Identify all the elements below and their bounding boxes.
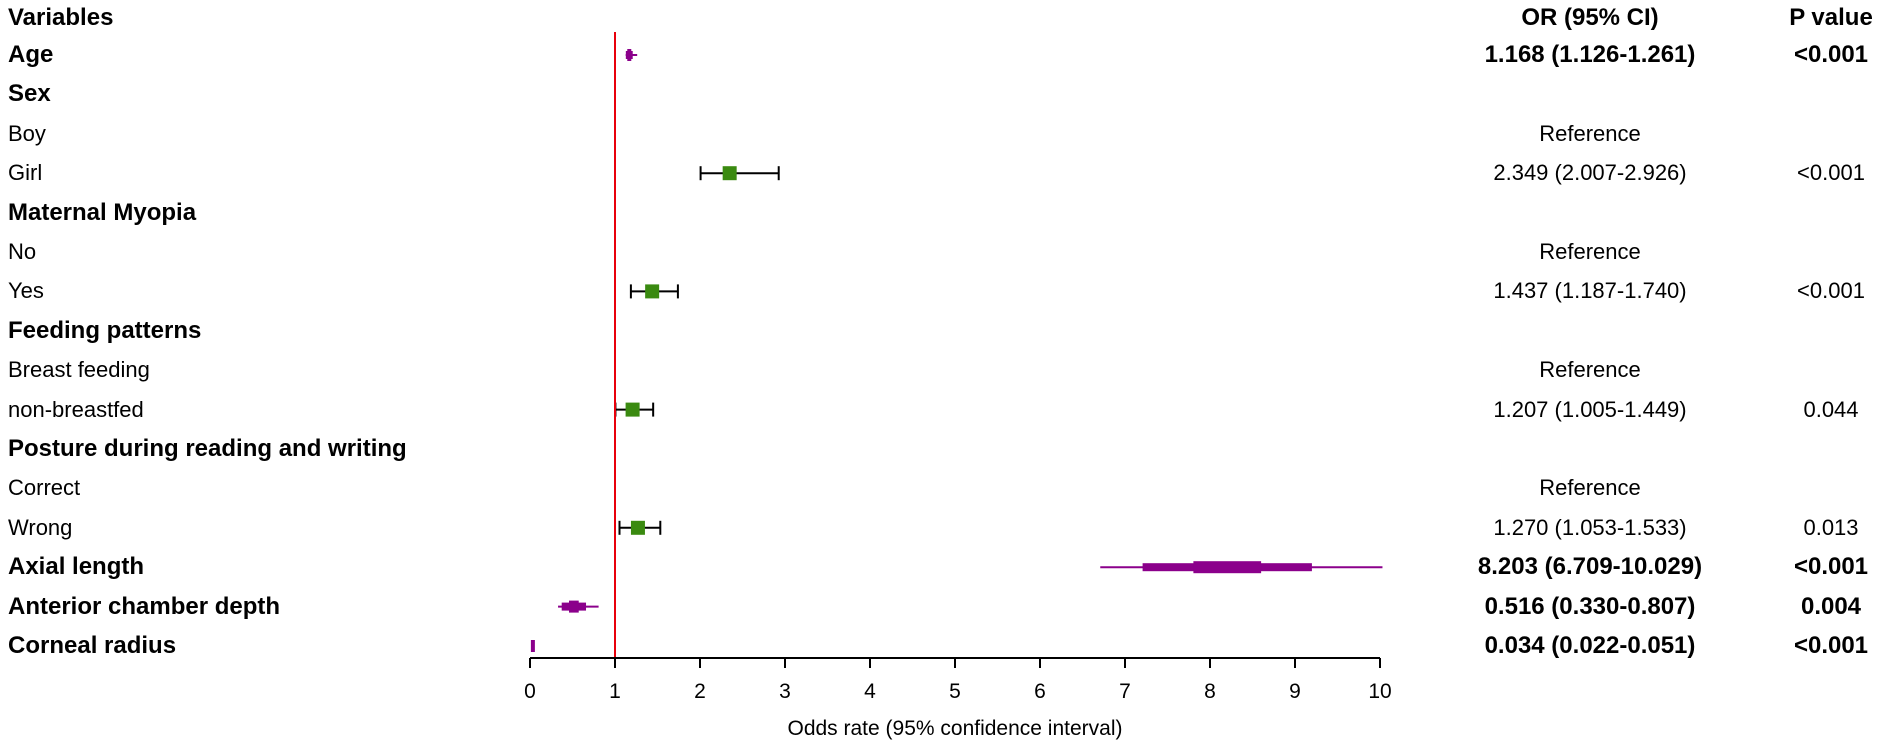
or-ci-value: 2.349 (2.007-2.926) [1493, 160, 1687, 186]
x-tick-label: 8 [1204, 680, 1216, 703]
row-label: Age [8, 41, 54, 68]
row-label: Wrong [8, 514, 73, 540]
x-tick-label: 9 [1289, 680, 1301, 703]
p-value: <0.001 [1793, 553, 1869, 581]
p-value: <0.001 [1793, 632, 1869, 659]
point-estimate [722, 166, 737, 181]
row-label: Axial length [8, 553, 145, 581]
or-ci-value: 1.168 (1.126-1.261) [1484, 41, 1696, 68]
x-tick-label: 1 [609, 680, 621, 703]
or-ci-value: 0.034 (0.022-0.051) [1484, 632, 1696, 659]
row-label: non-breastfed [8, 396, 144, 422]
x-tick-label: 3 [779, 680, 791, 703]
row-label: Breast feeding [8, 357, 150, 383]
row-label: Yes [8, 278, 44, 304]
x-tick-label: 10 [1368, 680, 1391, 703]
x-tick-label: 0 [524, 680, 536, 703]
point-estimate [645, 284, 660, 299]
p-value: 0.044 [1803, 396, 1859, 422]
row-label: Sex [8, 80, 51, 108]
or-ci-value: Reference [1539, 120, 1641, 146]
or-ci-header: OR (95% CI) [1521, 4, 1659, 31]
x-tick-label: 6 [1034, 680, 1046, 703]
row-label: Boy [8, 120, 46, 146]
point-estimate [625, 402, 640, 417]
or-ci-value: 8.203 (6.709-10.029) [1477, 553, 1703, 581]
point-estimate [568, 600, 579, 613]
x-tick-label: 7 [1119, 680, 1131, 703]
p-value: <0.001 [1793, 41, 1869, 68]
x-axis-title: Odds rate (95% confidence interval) [787, 717, 1122, 740]
point-estimate [530, 640, 535, 652]
x-tick-label: 4 [864, 680, 876, 703]
or-ci-value: 1.437 (1.187-1.740) [1493, 278, 1687, 304]
x-tick-label: 5 [949, 680, 961, 703]
or-ci-value: Reference [1539, 357, 1641, 383]
row-label: Corneal radius [8, 632, 177, 659]
row-label: Feeding patterns [8, 316, 202, 344]
row-label: Correct [8, 475, 81, 501]
p-value-header: P value [1789, 4, 1873, 31]
row-label: Girl [8, 160, 43, 186]
row-label: Maternal Myopia [8, 198, 197, 226]
point-estimate [1193, 561, 1262, 574]
x-tick-label: 2 [694, 680, 706, 703]
or-ci-value: 1.207 (1.005-1.449) [1493, 396, 1687, 422]
p-value: <0.001 [1797, 160, 1865, 186]
or-ci-value: 0.516 (0.330-0.807) [1484, 592, 1696, 620]
p-value: <0.001 [1797, 278, 1865, 304]
p-value: 0.013 [1803, 514, 1859, 540]
or-ci-value: Reference [1539, 239, 1641, 264]
row-label: No [8, 239, 37, 264]
or-ci-value: Reference [1539, 475, 1641, 501]
row-label: Posture during reading and writing [8, 435, 407, 462]
p-value: 0.004 [1800, 592, 1862, 620]
or-ci-value: 1.270 (1.053-1.533) [1493, 514, 1687, 540]
point-estimate [627, 49, 632, 61]
variables-header: Variables [8, 4, 114, 31]
row-label: Anterior chamber depth [8, 592, 281, 620]
point-estimate [630, 520, 645, 535]
